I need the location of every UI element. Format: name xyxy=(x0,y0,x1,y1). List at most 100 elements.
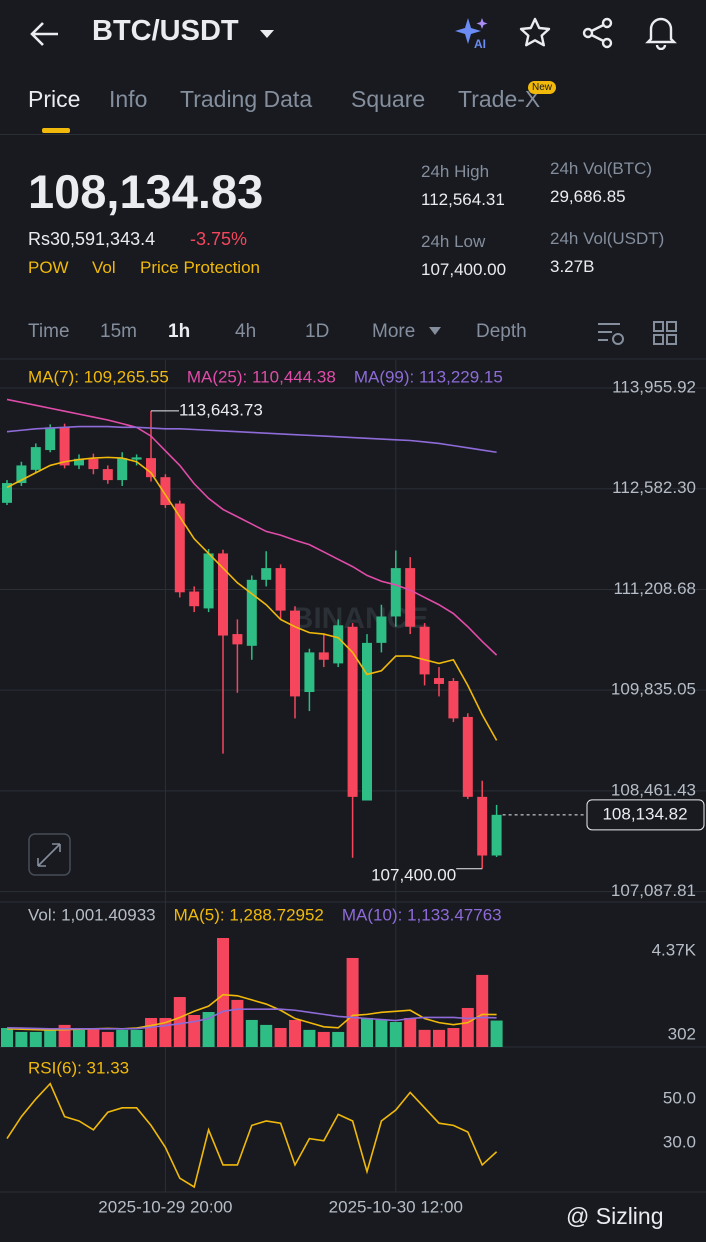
pair-title[interactable]: BTC/USDT xyxy=(92,15,239,47)
volume-bar xyxy=(1,1028,13,1047)
candle-body xyxy=(74,458,84,466)
tag[interactable]: POW xyxy=(28,258,69,277)
candle-body xyxy=(275,568,286,611)
volume-bar xyxy=(101,1031,114,1047)
y-tick-label: 50.0 xyxy=(663,1089,696,1108)
tab[interactable]: Price xyxy=(28,86,81,112)
stat-value: 3.27B xyxy=(550,257,595,276)
candle-body xyxy=(174,503,185,593)
volume-bar xyxy=(130,1029,143,1047)
svg-text:AI: AI xyxy=(474,37,486,51)
stat-label: 24h Low xyxy=(421,232,486,251)
stat-value: 29,686.85 xyxy=(550,187,626,206)
volume-bar xyxy=(29,1031,42,1047)
candle-body xyxy=(131,457,142,460)
candle-body xyxy=(45,427,56,451)
share-icon[interactable] xyxy=(581,16,615,50)
candle-body xyxy=(146,458,156,478)
indicator-label: MA(5): 1,288.72952 xyxy=(174,905,324,924)
candle-body xyxy=(232,634,243,645)
settings-icon[interactable] xyxy=(596,320,626,348)
candle-body xyxy=(189,591,200,607)
tab[interactable]: Trade-X xyxy=(458,86,541,112)
candle-body xyxy=(419,626,430,675)
candle-body xyxy=(362,642,372,801)
interval[interactable]: 1h xyxy=(168,321,191,342)
divider xyxy=(0,134,706,135)
y-tick-label: 107,087.81 xyxy=(611,881,696,900)
y-tick-label: 112,582.30 xyxy=(612,478,696,497)
indicator-line xyxy=(6,398,498,656)
candle-body xyxy=(376,616,387,643)
volume-bar xyxy=(231,999,244,1047)
last-price-box xyxy=(586,799,705,831)
price-change: -3.75% xyxy=(190,229,248,249)
candle-body xyxy=(16,465,27,484)
volume-bar xyxy=(389,1022,402,1047)
volume-bar xyxy=(418,1029,431,1047)
dropdown-icon xyxy=(260,30,274,38)
indicator-line xyxy=(6,456,498,741)
annotation-label: 113,643.73 xyxy=(179,400,263,419)
expand-button[interactable] xyxy=(28,833,71,876)
tab[interactable]: Info xyxy=(109,86,148,112)
stat-label: 24h Vol(BTC) xyxy=(550,159,653,178)
ai-icon[interactable]: AI xyxy=(454,16,492,52)
y-tick-label: 302 xyxy=(668,1024,696,1043)
expand-icon xyxy=(37,843,61,867)
volume-bar xyxy=(145,1017,157,1047)
y-tick-label: 111,208.68 xyxy=(613,579,696,598)
tab[interactable]: Trading Data xyxy=(180,86,313,112)
volume-bar xyxy=(73,1029,85,1047)
x-tick-label: 2025-10-30 12:00 xyxy=(329,1197,463,1216)
volume-bar xyxy=(260,1024,273,1047)
volume-bar xyxy=(332,1031,345,1047)
annotation-label: 107,400.00 xyxy=(371,866,456,885)
star-icon[interactable] xyxy=(518,16,552,50)
tag[interactable]: Price Protection xyxy=(140,258,260,277)
volume-bar xyxy=(490,1020,503,1047)
last-price: 108,134.83 xyxy=(28,165,264,218)
interval[interactable]: Time xyxy=(28,321,70,342)
interval[interactable]: 15m xyxy=(100,321,137,342)
interval[interactable]: 4h xyxy=(235,321,257,342)
volume-bar xyxy=(274,1028,287,1047)
volume-bar xyxy=(15,1031,28,1047)
volume-bar xyxy=(173,997,186,1047)
candle-body xyxy=(405,568,416,627)
tag[interactable]: Vol xyxy=(92,258,116,277)
candle-body xyxy=(462,716,473,797)
indicator-label: RSI(6): 31.33 xyxy=(28,1058,129,1077)
stat-value: 112,564.31 xyxy=(421,190,505,209)
candle-body xyxy=(491,814,502,856)
volume-bar xyxy=(303,1029,316,1047)
tab[interactable]: Square xyxy=(351,86,426,112)
interval[interactable]: 1D xyxy=(305,321,330,342)
layout-icon[interactable] xyxy=(652,320,678,346)
stat-label: 24h High xyxy=(421,162,490,181)
credit: @ Sizling xyxy=(566,1203,664,1229)
volume-bar xyxy=(87,1028,100,1047)
interval[interactable]: Depth xyxy=(476,321,527,342)
new-badge: New xyxy=(528,81,557,94)
y-tick-label: 30.0 xyxy=(663,1132,696,1151)
volume-bar xyxy=(346,957,359,1047)
y-tick-label: 113,955.92 xyxy=(612,377,696,396)
volume-bar xyxy=(217,937,229,1047)
y-tick-label: 109,835.05 xyxy=(611,680,696,699)
candle-body xyxy=(347,626,358,797)
interval[interactable]: More xyxy=(372,321,416,342)
volume-bar xyxy=(375,1019,388,1047)
bell-icon[interactable] xyxy=(644,14,678,50)
stat-label: 24h Vol(USDT) xyxy=(550,229,665,248)
indicator-label: MA(10): 1,133.47763 xyxy=(342,905,502,924)
tab-indicator xyxy=(42,128,70,133)
back-icon[interactable] xyxy=(28,20,62,48)
candle-body xyxy=(30,447,41,470)
candle-body xyxy=(290,610,300,697)
volume-bar xyxy=(188,1014,201,1047)
volume-bar xyxy=(447,1028,460,1047)
last-price-label: 108,134.82 xyxy=(602,804,687,823)
x-tick-label: 2025-10-29 20:00 xyxy=(98,1197,232,1216)
